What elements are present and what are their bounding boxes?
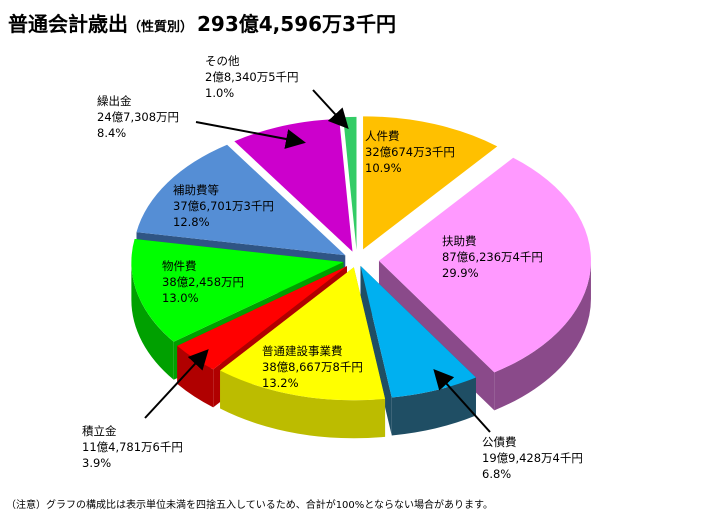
slice-side-1-0 — [494, 260, 591, 411]
footnote: （注意）グラフの構成比は表示単位未満を四捨五入しているため、合計が100%となら… — [6, 500, 493, 511]
slice-label-0: 人件費 32億674万3千円 10.9% — [365, 128, 455, 176]
callout-arrow-2 — [433, 369, 491, 433]
slice-label-5: 物件費 38億2,458万円 13.0% — [162, 258, 244, 306]
slice-name: 公債費 — [482, 435, 517, 449]
slice-amount: 38億2,458万円 — [162, 275, 245, 289]
slice-amount: 19億9,428万4千円 — [482, 451, 583, 465]
chart-title: 普通会計歳出（性質別） 293億4,596万3千円 — [8, 8, 396, 37]
slice-edge-2-1 — [360, 265, 392, 436]
title-main: 普通会計歳出 — [8, 12, 128, 36]
slice-name: 人件費 — [365, 129, 400, 143]
slice-name: 積立金 — [82, 424, 117, 438]
slice-label-4: 積立金 11億4,781万6千円 3.9% — [82, 423, 183, 471]
slice-name: 繰出金 — [97, 94, 132, 108]
slice-label-1: 扶助費 87億6,236万4千円 29.9% — [442, 233, 543, 281]
slice-8 — [343, 116, 357, 250]
slice-name: その他 — [205, 54, 240, 68]
slice-percent: 6.8% — [482, 467, 512, 481]
slice-amount: 37億6,701万3千円 — [173, 199, 274, 213]
callout-arrows — [144, 89, 491, 433]
slice-name: 扶助費 — [442, 234, 477, 248]
pie-tops — [131, 116, 591, 401]
slice-percent: 1.0% — [205, 86, 235, 100]
slice-side-3-0 — [220, 370, 386, 439]
slice-5 — [131, 238, 344, 342]
slice-name: 普通建設事業費 — [262, 344, 343, 358]
slice-label-6: 補助費等 37億6,701万3千円 12.8% — [173, 182, 274, 230]
slice-amount: 2億8,340万5千円 — [205, 70, 299, 84]
callout-arrow-7 — [195, 121, 306, 149]
slice-0 — [363, 116, 498, 250]
slice-amount: 24億7,308万円 — [97, 110, 180, 124]
slice-amount: 11億4,781万6千円 — [82, 440, 183, 454]
slice-3 — [220, 267, 386, 401]
slice-percent: 10.9% — [365, 161, 402, 175]
callout-arrow-4 — [144, 349, 209, 419]
slice-2 — [360, 265, 476, 398]
slice-percent: 29.9% — [442, 266, 479, 280]
slice-6 — [136, 144, 346, 256]
slice-amount: 87億6,236万4千円 — [442, 250, 543, 264]
slice-label-2: 公債費 19億9,428万4千円 6.8% — [482, 434, 583, 482]
title-sub: （性質別） — [128, 20, 194, 35]
slice-side-5-0 — [131, 262, 174, 380]
slice-7 — [234, 118, 353, 252]
slice-percent: 13.2% — [262, 376, 299, 390]
slice-percent: 12.8% — [173, 215, 210, 229]
slice-name: 物件費 — [162, 259, 197, 273]
title-total: 293億4,596万3千円 — [197, 12, 396, 36]
slice-amount: 38億8,667万8千円 — [262, 360, 363, 374]
slice-amount: 32億674万3千円 — [365, 145, 455, 159]
callout-arrow-8 — [312, 89, 349, 129]
slice-percent: 3.9% — [82, 456, 112, 470]
slice-4 — [177, 266, 347, 370]
slice-1 — [378, 157, 591, 373]
slice-label-8: その他 2億8,340万5千円 1.0% — [205, 53, 299, 101]
slice-percent: 8.4% — [97, 126, 127, 140]
slice-label-7: 繰出金 24億7,308万円 8.4% — [97, 93, 179, 141]
slice-label-3: 普通建設事業費 38億8,667万8千円 13.2% — [262, 343, 363, 391]
slice-percent: 13.0% — [162, 291, 199, 305]
slice-name: 補助費等 — [173, 183, 219, 197]
